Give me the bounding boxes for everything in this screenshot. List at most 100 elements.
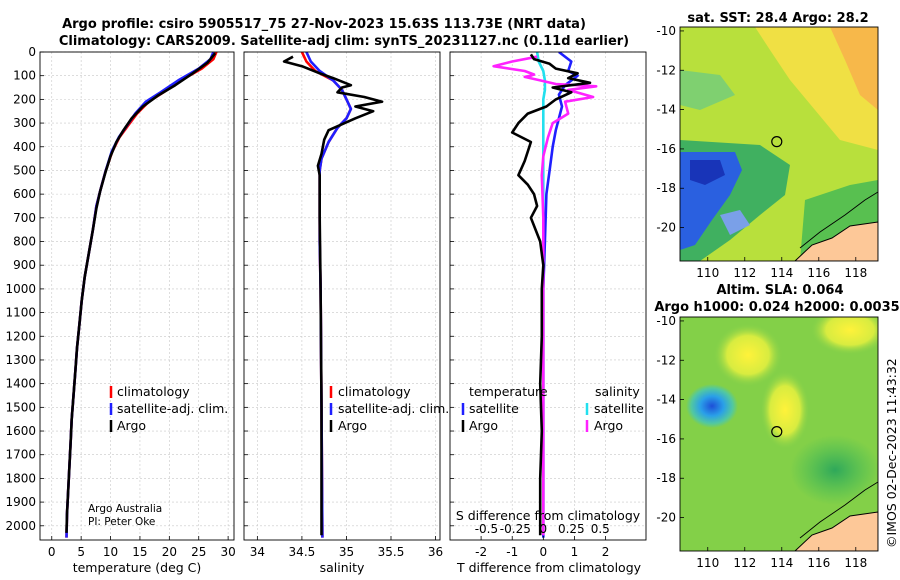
ytick-label: 0 xyxy=(28,45,36,59)
legend-temperature-title: temperature xyxy=(469,384,548,399)
argo-position-marker xyxy=(771,426,783,438)
salinity-xlabel: salinity xyxy=(320,560,365,575)
sla-map-box xyxy=(679,316,879,552)
xtick-label: 5 xyxy=(77,545,85,559)
legend-s-satellite-label: satellite xyxy=(594,401,644,416)
map-ytick-label: -14 xyxy=(656,103,676,117)
series-argo-line xyxy=(65,52,217,533)
imos-watermark: ©IMOS 02-Dec-2023 11:43:32 xyxy=(884,358,899,548)
map-ytick-label: -18 xyxy=(656,471,676,485)
series-argo-line xyxy=(282,55,384,536)
ytick-label: 400 xyxy=(13,140,36,154)
sst-map: sat. SST: 28.4 Argo: 28.2 110 112 114 116 11… xyxy=(656,11,879,280)
sla-bathymetry-contour xyxy=(799,481,878,539)
ytick-label: 800 xyxy=(13,235,36,249)
ytick-label: 1200 xyxy=(5,329,36,343)
sst-map-box xyxy=(679,26,879,262)
xtick-label: -1 xyxy=(506,545,518,559)
ytick-label: 1700 xyxy=(5,448,36,462)
legend-salinity-title: salinity xyxy=(595,384,640,399)
sst-deep-blue-patch xyxy=(690,160,725,185)
temperature-axes-box xyxy=(39,51,235,541)
legend-climatology-label: climatology xyxy=(117,384,190,399)
legend-t-satellite-label: satellite xyxy=(469,401,519,416)
ytick-label: 200 xyxy=(13,92,36,106)
sst-land xyxy=(794,221,878,261)
ytick-label: 300 xyxy=(13,116,36,130)
salinity-difference-xlabel: S difference from climatology xyxy=(456,508,641,523)
sla-land xyxy=(794,511,878,551)
map-ytick-label: -10 xyxy=(656,314,676,328)
salinity-plot-area xyxy=(244,52,440,540)
salinity-xtick-label: -0.5 xyxy=(475,522,498,536)
sst-cool-patch-1 xyxy=(680,70,735,110)
salinity-xtick-label: 0.5 xyxy=(591,522,610,536)
map-xtick-label: 112 xyxy=(733,266,756,280)
map-xtick-label: 118 xyxy=(844,556,867,570)
xtick-label: 34 xyxy=(250,545,265,559)
legend-argo-label: Argo xyxy=(338,418,367,433)
legend-satellite-label: satellite-adj. clim. xyxy=(338,401,449,416)
credit-line2: PI: Peter Oke xyxy=(88,516,155,528)
argo-position-marker xyxy=(771,136,783,148)
map-ytick-label: -12 xyxy=(656,353,676,367)
temperature-legend: climatology satellite-adj. clim. Argo xyxy=(109,384,228,433)
ytick-label: 1300 xyxy=(5,353,36,367)
map-ytick-label: -16 xyxy=(656,142,676,156)
sst-bathymetry-contour xyxy=(799,191,878,249)
salinity-panel: 34 34.5 35 35.5 36 salinity climatology sate… xyxy=(243,51,449,575)
xtick-label: 20 xyxy=(162,545,177,559)
difference-axes-box xyxy=(449,51,647,541)
temperature-xlabel: temperature (deg C) xyxy=(73,560,202,575)
map-ytick-label: -20 xyxy=(656,221,676,235)
sla-high-3 xyxy=(810,317,878,355)
temperature-panel: 0100200300400500600700800900100011001200… xyxy=(5,45,235,575)
difference-panel: -2 -1 0 1 2 T difference from climatology S … xyxy=(449,51,647,575)
series-s-argo-line xyxy=(492,55,598,536)
sla-high-1 xyxy=(713,323,783,387)
map-xtick-label: 110 xyxy=(696,266,719,280)
map-ytick-label: -16 xyxy=(656,432,676,446)
legend-satellite-label: satellite-adj. clim. xyxy=(117,401,228,416)
xtick-label: 35.5 xyxy=(378,545,405,559)
legend-climatology-label: climatology xyxy=(338,384,411,399)
xtick-label: 2 xyxy=(602,545,610,559)
salinity-xtick-label: 0.25 xyxy=(558,522,585,536)
xtick-label: 35 xyxy=(339,545,354,559)
figure-title-line2: Climatology: CARS2009. Satellite-adj cli… xyxy=(59,34,629,49)
xtick-label: 15 xyxy=(132,545,147,559)
sst-map-title: sat. SST: 28.4 Argo: 28.2 xyxy=(687,11,868,26)
ytick-label: 1500 xyxy=(5,400,36,414)
salinity-xtick-label: -0.25 xyxy=(500,522,531,536)
map-xtick-label: 114 xyxy=(770,556,793,570)
legend-s-argo-label: Argo xyxy=(594,418,623,433)
credit-line1: Argo Australia xyxy=(88,503,162,515)
ytick-label: 1800 xyxy=(5,471,36,485)
salinity-legend: climatology satellite-adj. clim. Argo xyxy=(329,384,449,433)
map-xtick-label: 112 xyxy=(733,556,756,570)
xtick-label: 25 xyxy=(191,545,206,559)
ytick-label: 2000 xyxy=(5,519,36,533)
sla-green-patch xyxy=(790,435,878,505)
ytick-label: 1400 xyxy=(5,377,36,391)
map-ytick-label: -14 xyxy=(656,393,676,407)
map-ytick-label: -20 xyxy=(656,511,676,525)
ytick-label: 1000 xyxy=(5,282,36,296)
xtick-label: 36 xyxy=(428,545,443,559)
xtick-label: 0 xyxy=(48,545,56,559)
sst-hot-patch xyxy=(830,27,878,110)
ytick-label: 100 xyxy=(13,69,36,83)
xtick-label: 10 xyxy=(103,545,118,559)
sla-high-2 xyxy=(760,370,810,450)
ytick-label: 1100 xyxy=(5,306,36,320)
salinity-axes-box xyxy=(243,51,441,541)
map-ytick-label: -18 xyxy=(656,181,676,195)
map-xtick-label: 114 xyxy=(770,266,793,280)
map-xtick-label: 118 xyxy=(844,266,867,280)
map-xtick-label: 110 xyxy=(696,556,719,570)
difference-xlabel: T difference from climatology xyxy=(456,560,642,575)
xtick-label: 0 xyxy=(540,545,548,559)
ytick-label: 900 xyxy=(13,258,36,272)
ytick-label: 1900 xyxy=(5,495,36,509)
